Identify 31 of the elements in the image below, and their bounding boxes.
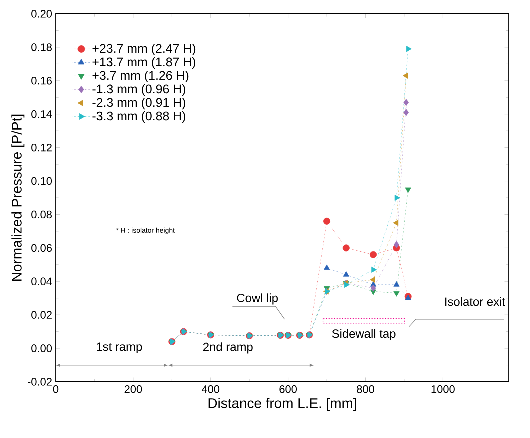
y-tick-label: 0.20	[32, 10, 52, 18]
x-tick-label: 800	[357, 386, 374, 394]
legend-label: -2.3 mm (0.91 H)	[92, 98, 186, 110]
x-tick-label: 200	[124, 386, 142, 394]
y-tick-label: -0.02	[28, 378, 52, 386]
annotation: Isolator exit	[446, 297, 506, 306]
y-tick-label: 0.00	[32, 344, 52, 352]
annotation: 2nd ramp	[203, 342, 253, 354]
y-tick-label: 0.06	[32, 244, 52, 252]
y-tick-label: 0.12	[32, 144, 52, 152]
y-tick-label: 0.14	[32, 110, 52, 118]
x-tick-label: 600	[280, 386, 298, 394]
y-tick-label: 0.04	[32, 278, 52, 286]
legend-label: -3.3 mm (0.88 H)	[92, 111, 186, 124]
y-tick-label: 0.02	[32, 311, 52, 319]
y-tick-label: 0.10	[32, 177, 52, 186]
y-tick-label: 0.08	[32, 210, 52, 219]
x-axis-title: Distance from L.E. [mm]	[208, 398, 356, 412]
y-axis-title: Normalized Pressure [P/Pt]	[12, 114, 25, 281]
x-tick-label: 0	[53, 386, 59, 394]
annotation: Sidewall tap	[332, 329, 396, 340]
x-tick-label: 1000	[432, 386, 455, 394]
y-tick-label: 0.18	[32, 44, 52, 52]
legend-label: +3.7 mm (1.26 H)	[92, 70, 189, 83]
legend-label: +23.7 mm (2.47 H)	[92, 44, 196, 56]
x-tick-label: 400	[202, 386, 220, 394]
y-tick-label: 0.16	[32, 77, 52, 85]
annotation: 1st ramp	[97, 342, 142, 354]
legend-label: +13.7 mm (1.87 H)	[92, 57, 196, 70]
annotation: Cowl lip	[237, 294, 278, 305]
legend-label: -1.3 mm (0.96 H)	[92, 84, 186, 96]
